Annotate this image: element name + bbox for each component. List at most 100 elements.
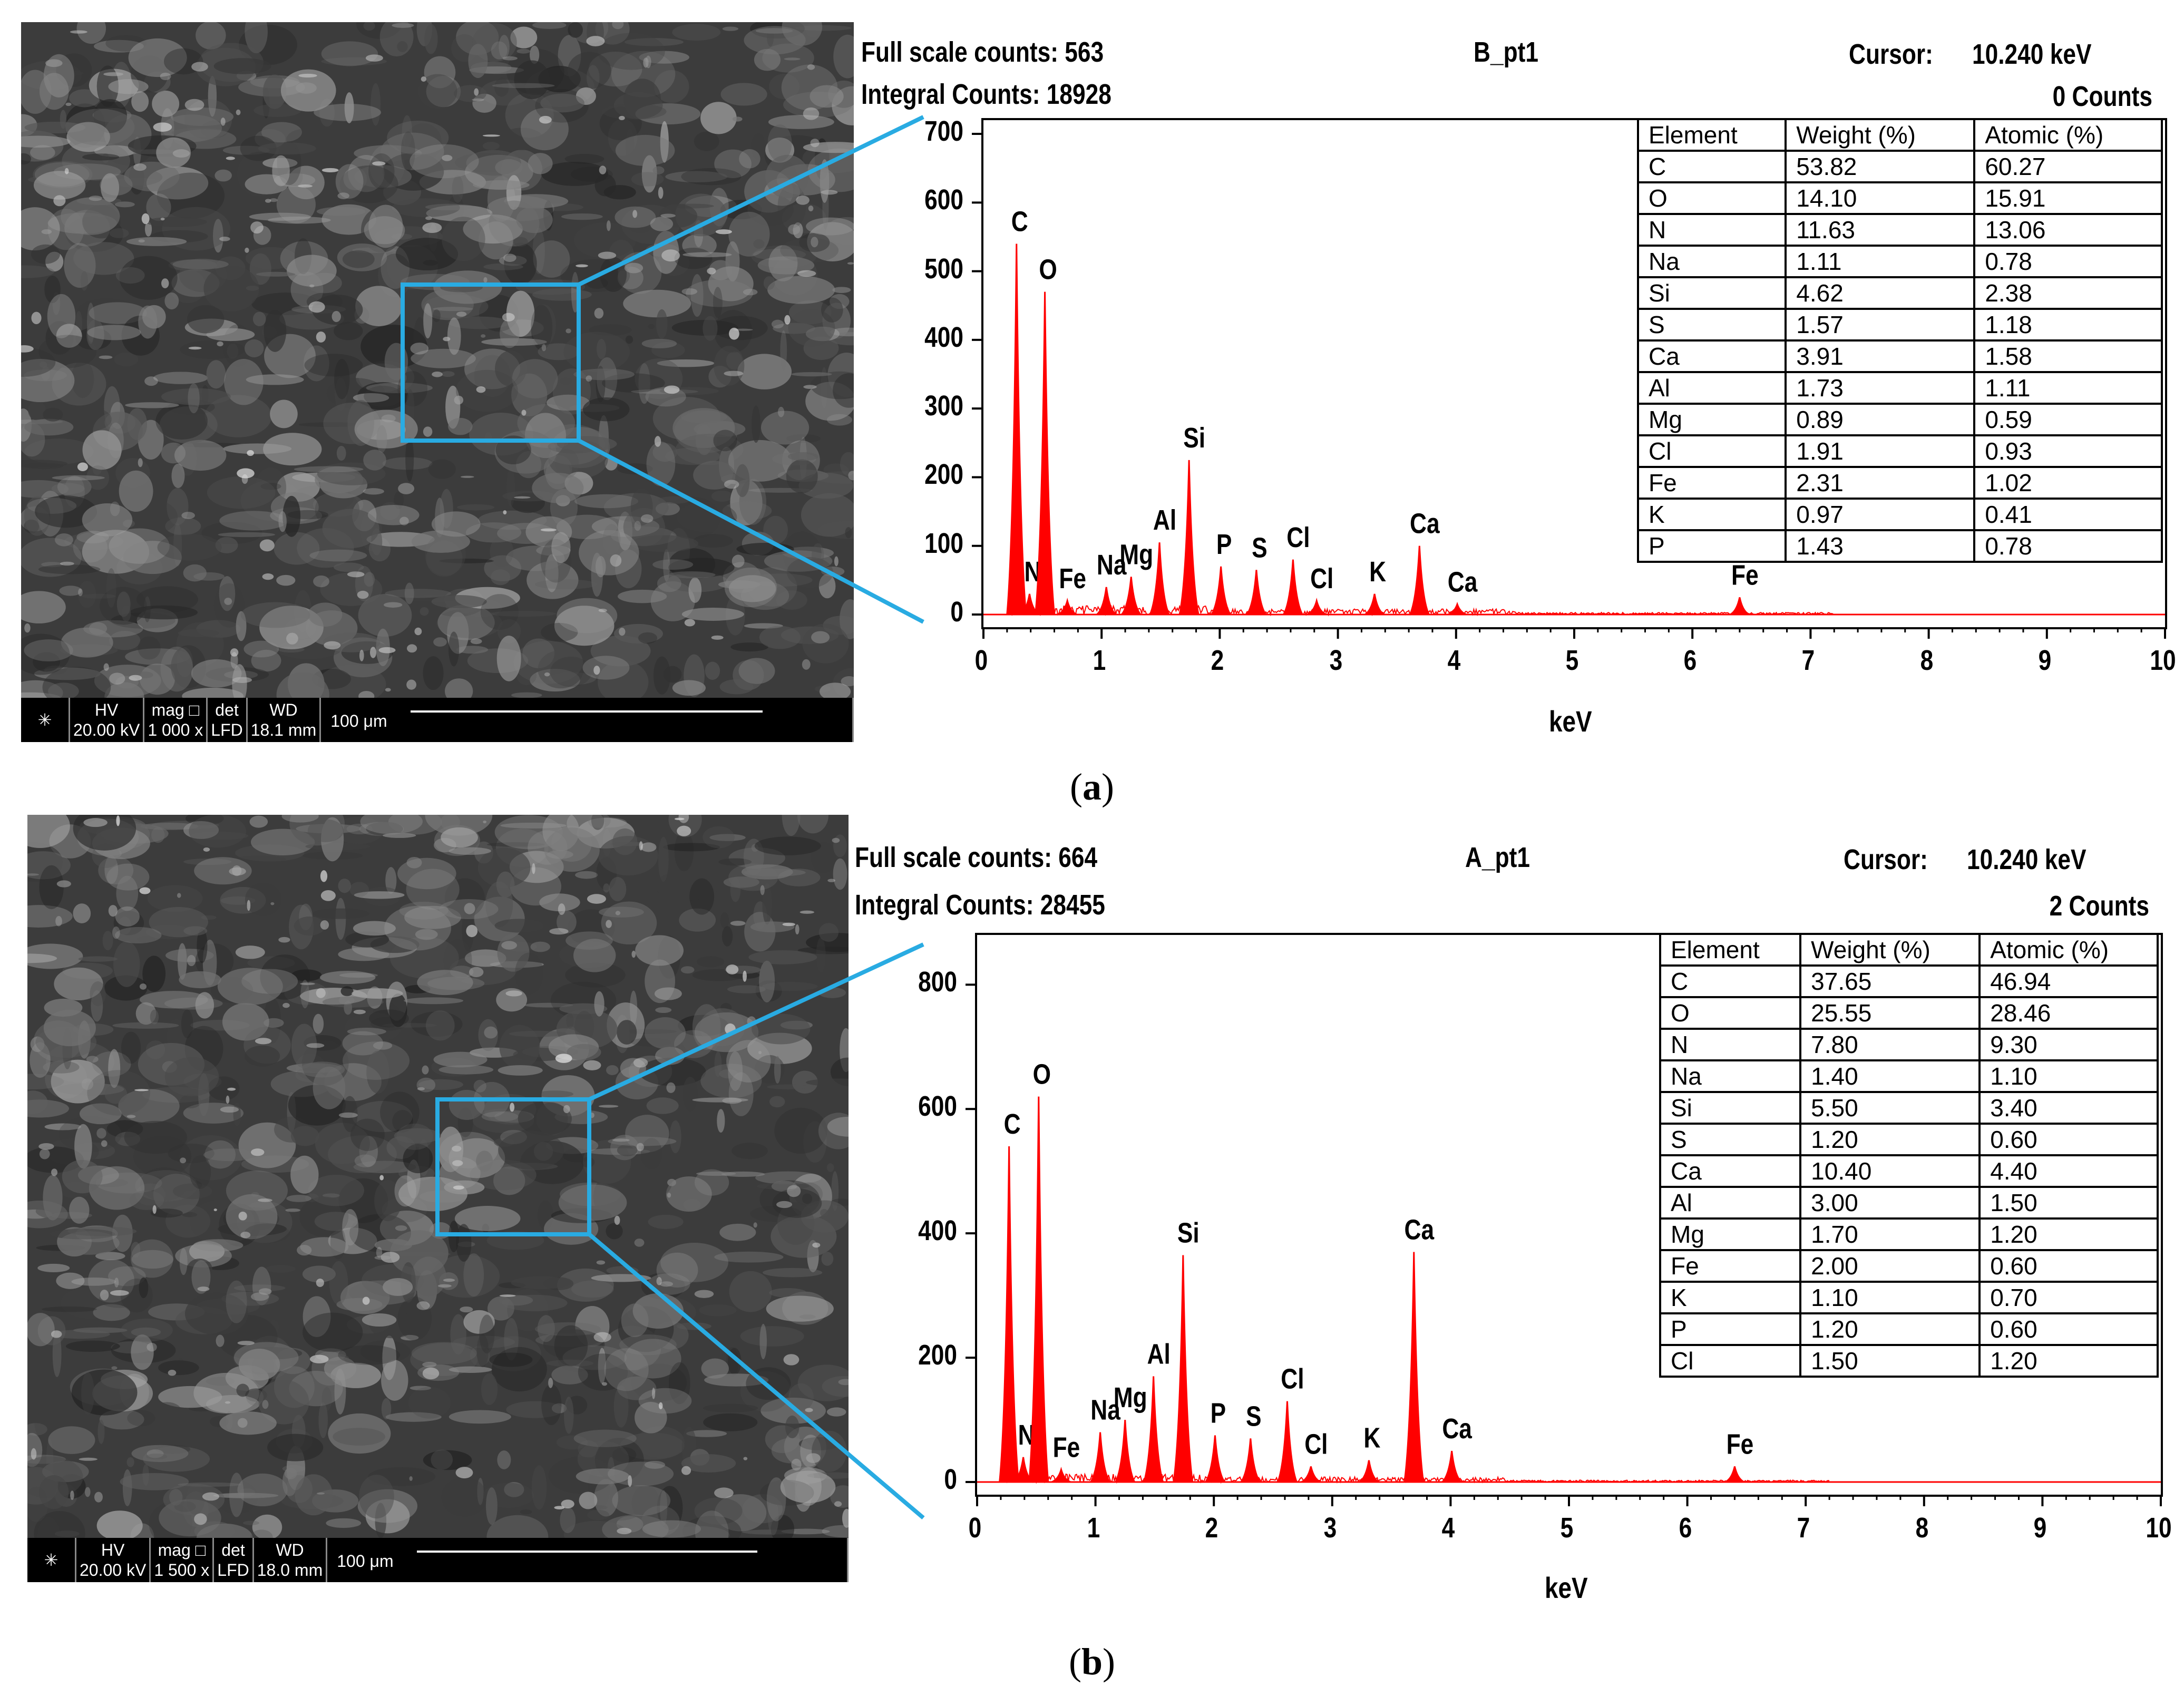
peak-label: Mg <box>1119 539 1153 570</box>
table-cell: 7.80 <box>1799 1028 1981 1061</box>
hv-label: HV <box>94 700 119 719</box>
det-label: det <box>221 1541 245 1559</box>
wd-value: 18.1 mm <box>250 720 317 739</box>
peak-label: Al <box>1153 504 1176 536</box>
table-cell: 1.10 <box>1978 1059 2159 1093</box>
cursor-value: 10.240 keV <box>1967 844 2086 875</box>
peak-label: P <box>1211 1397 1226 1429</box>
peak-label: Ca <box>1448 566 1478 598</box>
table-row: Ca 3.91 1.58 <box>1636 339 2163 373</box>
table-cell: 1.11 <box>1973 371 2163 405</box>
spectrum-peak-c <box>1006 243 1027 616</box>
table-row: Cl 1.91 0.93 <box>1636 434 2163 468</box>
spectrum-peak-al <box>1143 1376 1164 1483</box>
sample-name: B_pt1 <box>1474 36 1539 68</box>
table-row: C 53.82 60.27 <box>1636 150 2163 183</box>
table-cell: 15.91 <box>1973 181 2163 215</box>
hv-value: 20.00 kV <box>73 720 140 739</box>
mag-value: 1 000 x <box>148 720 203 739</box>
integral-counts: Integral Counts: 28455 <box>855 889 1105 921</box>
x-tick-label: 0 <box>974 645 988 676</box>
table-cell: 0.70 <box>1978 1281 2159 1314</box>
table-row: K 1.10 0.70 <box>1659 1281 2159 1314</box>
table-cell: 1.91 <box>1785 434 1976 468</box>
table-cell: 1.20 <box>1799 1312 1981 1346</box>
sample-name: A_pt1 <box>1465 842 1530 873</box>
peak-label: C <box>1004 1108 1021 1140</box>
x-tick-label: 8 <box>1920 645 1933 676</box>
table-cell: 11.63 <box>1785 213 1976 247</box>
y-tick-label: 700 <box>924 115 963 148</box>
table-cell: 0.60 <box>1978 1312 2159 1346</box>
spectrum-peak-s <box>1239 1438 1262 1483</box>
callout-line-bottom <box>578 438 924 624</box>
full-scale-counts: Full scale counts: 563 <box>861 36 1104 68</box>
table-cell: Si <box>1659 1091 1802 1125</box>
peak-label: Cl <box>1310 563 1333 594</box>
x-tick-label: 5 <box>1565 645 1579 676</box>
peak-label: Ca <box>1404 1214 1434 1245</box>
table-cell: Al <box>1636 371 1787 405</box>
table-cell: 13.06 <box>1973 213 2163 247</box>
peak-label: Fe <box>1731 559 1759 591</box>
callout-line-top <box>588 942 924 1101</box>
spectrum-peak-na <box>1095 587 1118 616</box>
table-cell: Fe <box>1636 466 1787 500</box>
table-cell: 0.60 <box>1978 1249 2159 1283</box>
y-tick-label: 200 <box>924 459 963 491</box>
table-cell: 1.11 <box>1785 245 1976 278</box>
spectrum-peak-cl <box>1306 597 1327 616</box>
scale-bar: 100 μm <box>327 1538 849 1582</box>
table-cell: 0.41 <box>1973 498 2163 531</box>
spectrum-peak-fe <box>1730 597 1750 616</box>
x-tick-label: 4 <box>1447 645 1461 676</box>
spectrum-peak-al <box>1148 542 1171 616</box>
zoom-region-box <box>435 1097 591 1236</box>
x-tick-label: 8 <box>1915 1512 1929 1544</box>
table-cell: Na <box>1636 245 1787 278</box>
peak-label: Cl <box>1281 1363 1304 1395</box>
table-cell: 1.10 <box>1799 1281 1981 1314</box>
spectrum-peak-o <box>1034 291 1056 616</box>
peak-label: K <box>1369 556 1386 588</box>
table-cell: 3.91 <box>1785 339 1976 373</box>
cursor-value: 10.240 keV <box>1972 38 2092 70</box>
table-row: P 1.43 0.78 <box>1636 529 2163 563</box>
table-cell: 1.40 <box>1799 1059 1981 1093</box>
table-row: K 0.97 0.41 <box>1636 498 2163 531</box>
table-cell: 3.40 <box>1978 1091 2159 1125</box>
caption-a: (a) <box>1070 766 1114 808</box>
table-cell: 1.18 <box>1973 308 2163 342</box>
table-row: O 14.10 15.91 <box>1636 181 2163 215</box>
peak-label: Fe <box>1059 563 1086 594</box>
table-cell: 1.02 <box>1973 466 2163 500</box>
x-tick-label: 10 <box>2146 1512 2172 1544</box>
peak-label: K <box>1363 1422 1380 1454</box>
peak-label: Cl <box>1286 522 1310 553</box>
peak-label: Na <box>1090 1395 1120 1426</box>
table-cell: 1.50 <box>1978 1186 2159 1220</box>
peak-label: Al <box>1147 1338 1171 1370</box>
table-cell: Cl <box>1659 1344 1802 1378</box>
table-row: P 1.20 0.60 <box>1659 1312 2159 1346</box>
cursor-label: Cursor: <box>1849 38 1933 70</box>
table-cell: Fe <box>1659 1249 1802 1283</box>
table-cell: S <box>1659 1123 1802 1156</box>
table-row: Si 5.50 3.40 <box>1659 1091 2159 1125</box>
table-header-cell: Element <box>1659 933 1802 967</box>
x-tick-label: 5 <box>1560 1512 1574 1544</box>
table-cell: Ca <box>1659 1154 1802 1188</box>
hv-value: 20.00 kV <box>80 1561 147 1580</box>
sem-databar: ✳ HV 20.00 kV mag □ 1 000 x det LFD WD 18.1 … <box>21 698 854 742</box>
y-tick-label: 600 <box>918 1090 957 1123</box>
full-scale-counts: Full scale counts: 664 <box>855 842 1098 873</box>
integral-counts: Integral Counts: 18928 <box>861 79 1111 110</box>
wd-label: WD <box>269 700 298 719</box>
table-cell: 4.40 <box>1978 1154 2159 1188</box>
cursor-label: Cursor: <box>1844 844 1928 875</box>
composition-table: Element Weight (%) Atomic (%) C 37.65 46.94 O 2… <box>1659 933 2159 1378</box>
x-axis-label: keV <box>1548 705 1592 738</box>
table-row: Na 1.40 1.10 <box>1659 1059 2159 1093</box>
